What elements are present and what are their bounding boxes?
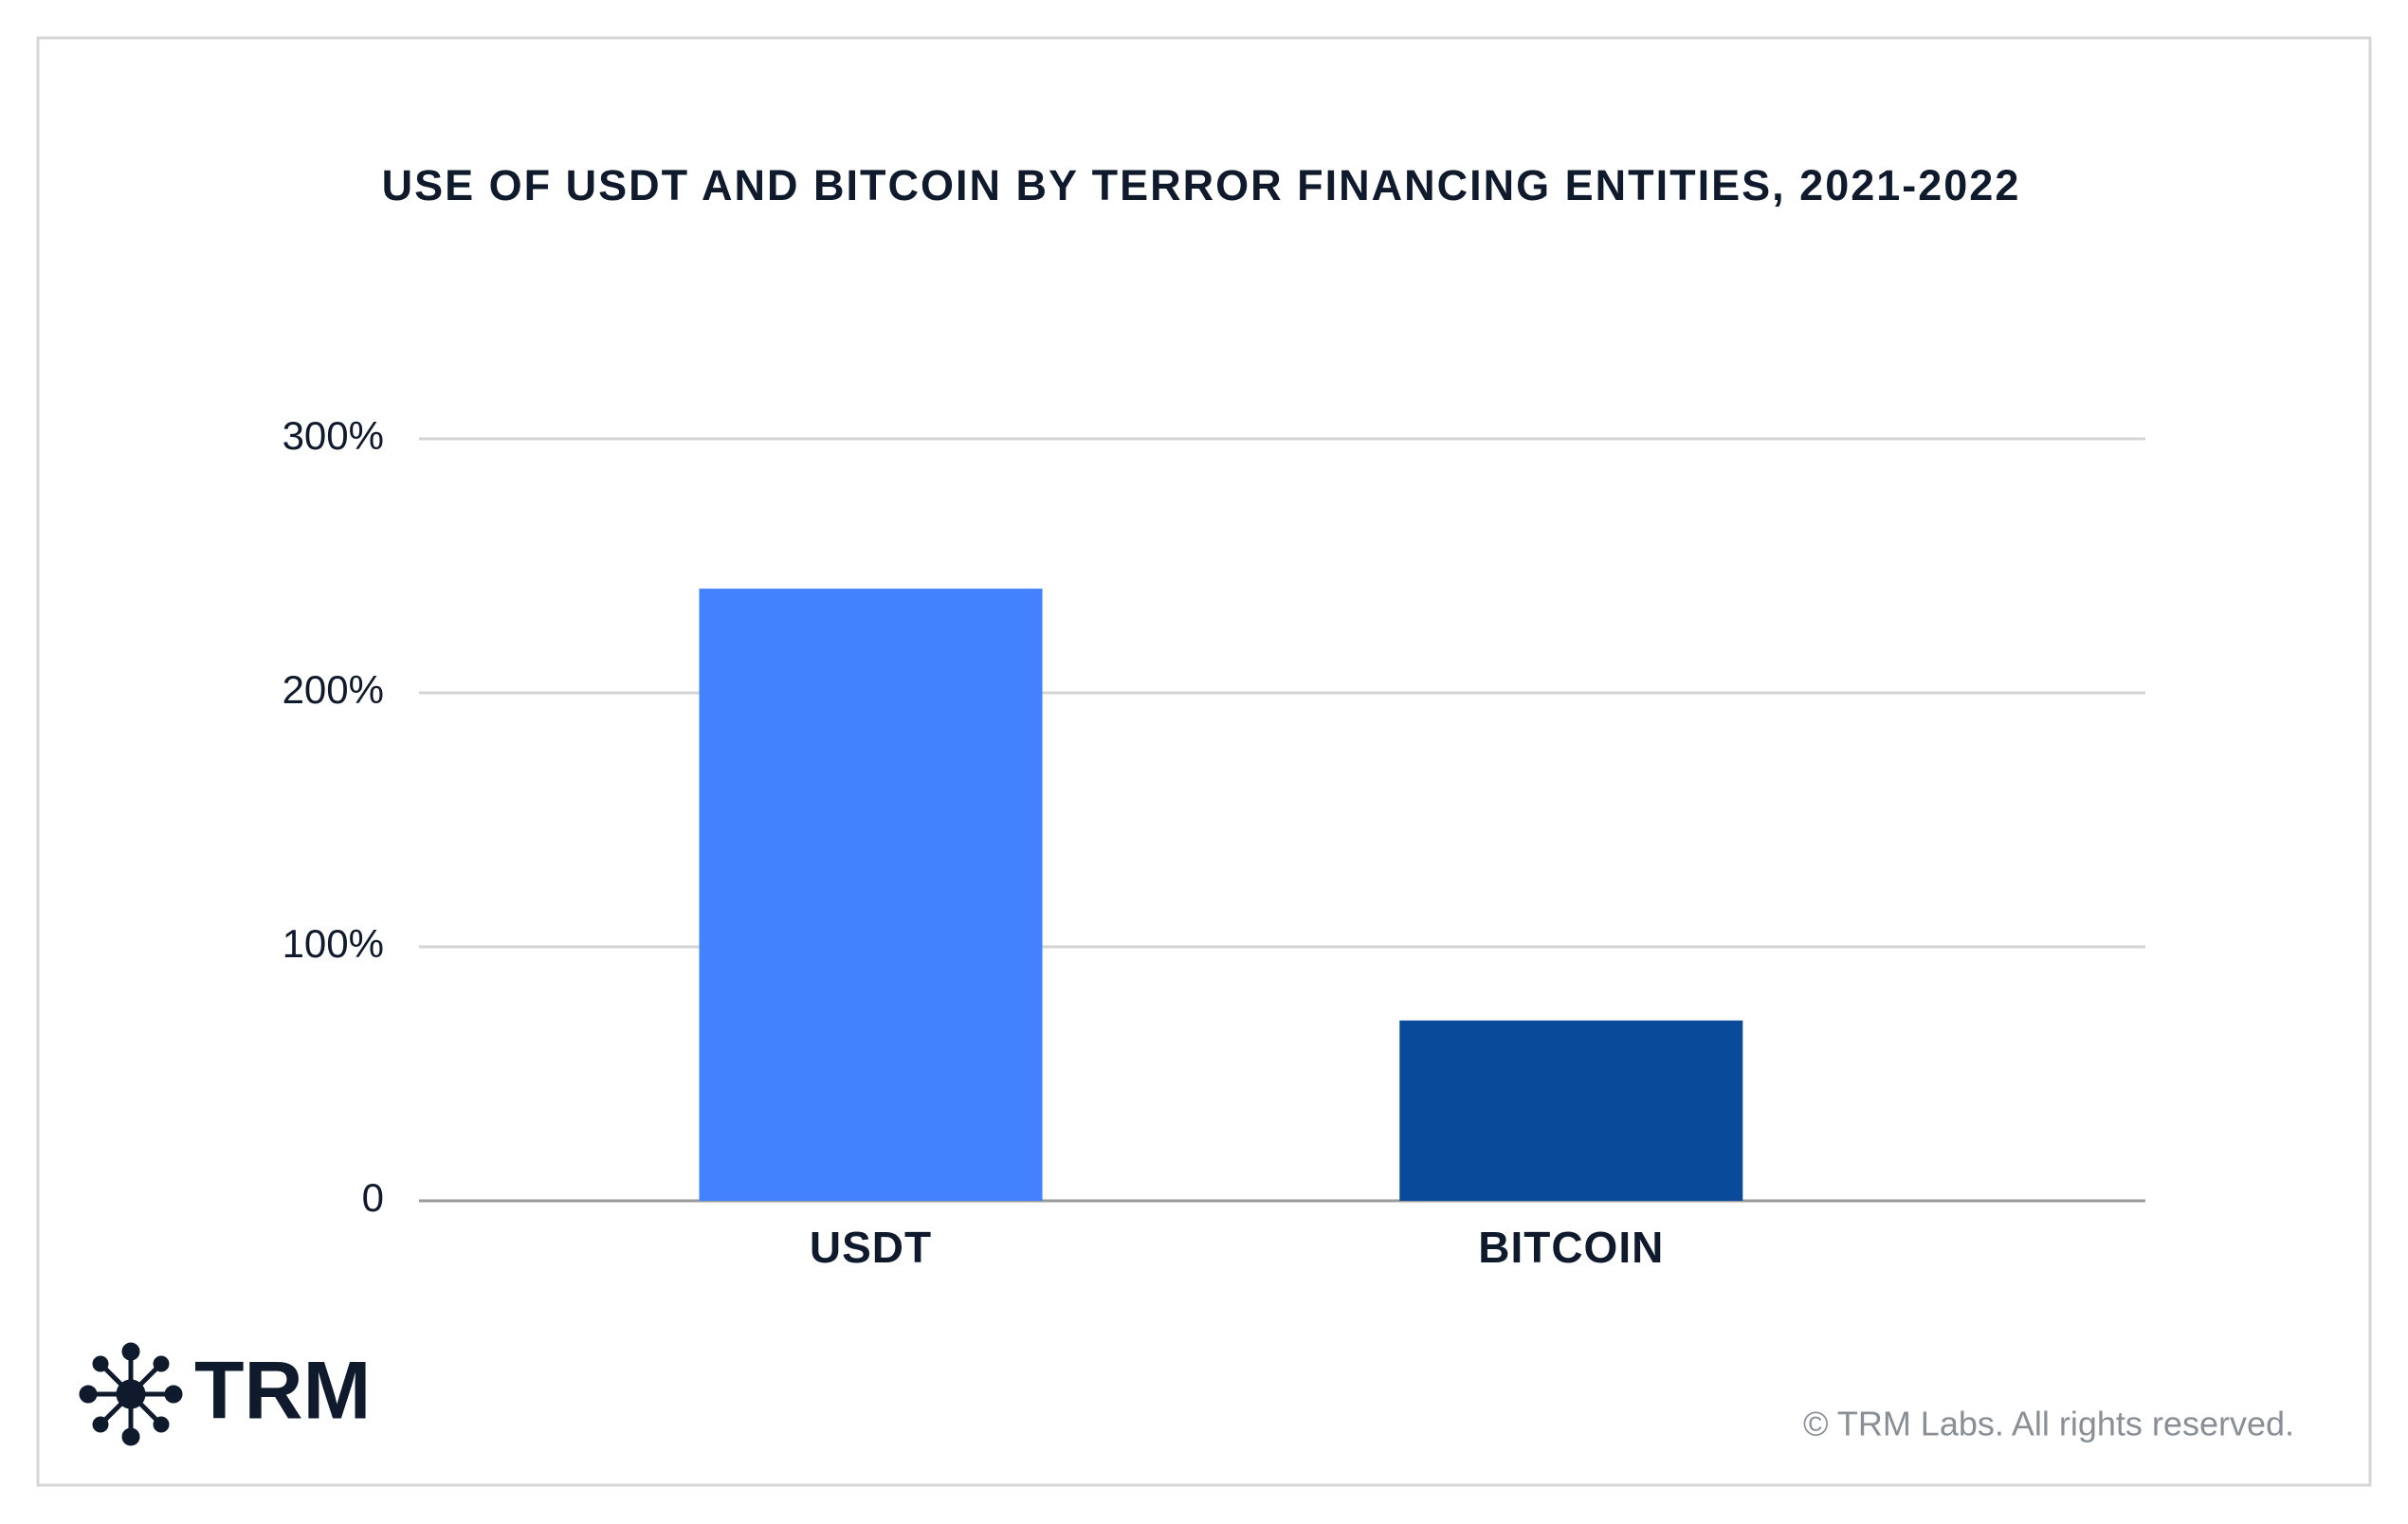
bar: [1399, 1020, 1743, 1201]
logo-icon: [79, 1342, 183, 1446]
x-tick-label: USDT: [810, 1223, 932, 1272]
chart-frame: [36, 36, 2372, 1487]
chart-title: USE OF USDT AND BITCOIN BY TERROR FINANC…: [382, 161, 2021, 209]
copyright: © TRM Labs. All rights reserved.: [1803, 1405, 2294, 1443]
logo-text: TRM: [194, 1346, 371, 1437]
y-tick-label: 300%: [283, 413, 384, 458]
y-tick-label: 200%: [283, 667, 384, 712]
x-tick-label: BITCOIN: [1478, 1223, 1664, 1272]
bar: [699, 589, 1043, 1201]
y-tick-label: 100%: [283, 921, 384, 966]
y-tick-label: 0: [362, 1175, 384, 1220]
